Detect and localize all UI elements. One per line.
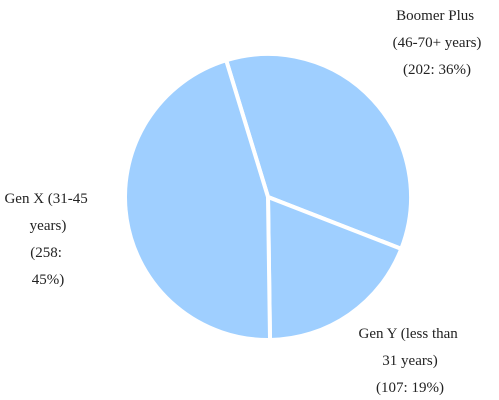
slice-value-label-line: 45%)	[32, 272, 65, 288]
slice-label-line: (46-70+ years)	[393, 35, 482, 51]
slice-label-line: Gen Y (less than	[358, 326, 461, 342]
slice-label: Gen Y (less than 31 years)	[358, 326, 461, 369]
pie-slice	[123, 58, 273, 342]
slice-label-line: Gen X (31-45	[4, 191, 91, 207]
slice-value-label: (258: 45%)	[30, 245, 65, 288]
slice-value-label-line: (258:	[30, 245, 65, 261]
slice-label-line: 31 years)	[382, 353, 437, 369]
slice-label: Gen X (31-45 years)	[4, 191, 91, 234]
slice-label-line: Boomer Plus	[396, 8, 478, 24]
slice-value-label: (107: 19%)	[376, 380, 444, 396]
slice-value-label-line: (202: 36%)	[403, 62, 471, 78]
slice-value-label: (202: 36%)	[403, 62, 471, 78]
slice-label-line: years)	[30, 218, 67, 234]
slice-value-label-line: (107: 19%)	[376, 380, 444, 396]
pie-slice	[266, 195, 404, 342]
slice-label: Boomer Plus (46-70+ years)	[393, 8, 482, 51]
pie-slice	[224, 52, 413, 251]
